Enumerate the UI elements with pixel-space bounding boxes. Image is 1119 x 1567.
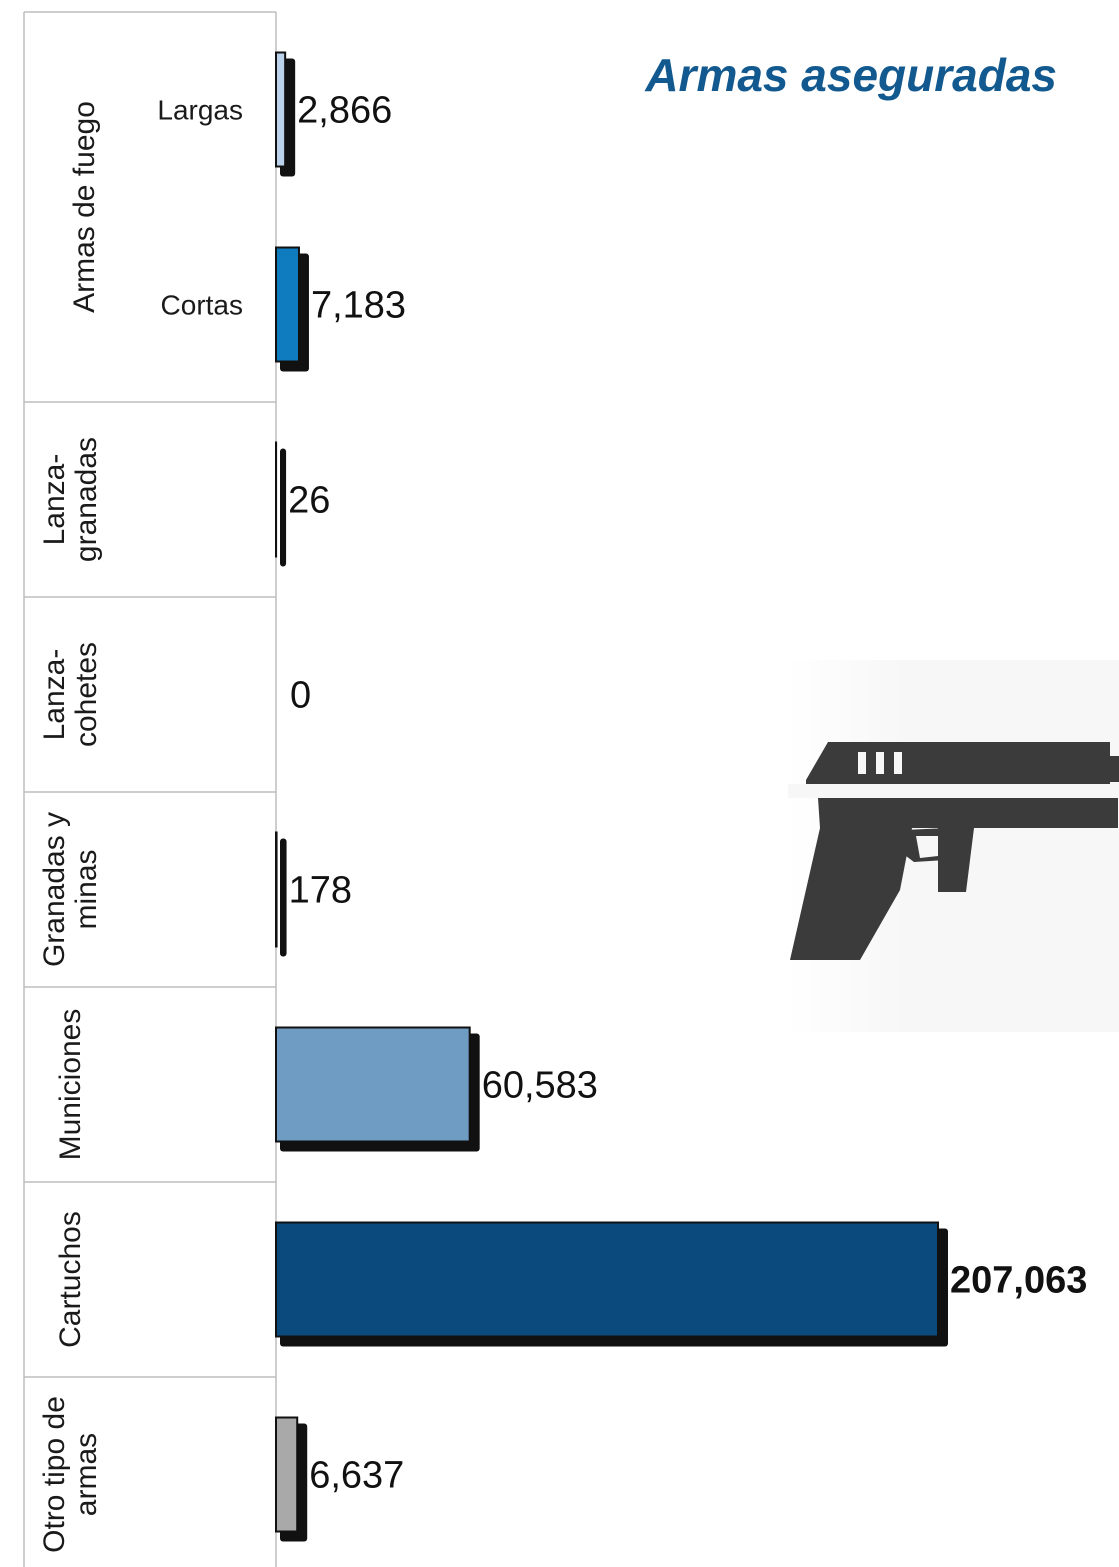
group-label: Lanza-cohetes xyxy=(38,642,103,747)
group-label: Otro tipo dearmas xyxy=(38,1396,103,1553)
bar xyxy=(275,1026,471,1143)
data-label: 6,637 xyxy=(309,1455,404,1497)
data-label: 207,063 xyxy=(950,1260,1087,1302)
data-label: 7,183 xyxy=(311,285,406,327)
sub-category-label: Largas xyxy=(157,95,243,126)
group-label: Granadas yminas xyxy=(38,812,103,967)
bar xyxy=(275,831,278,948)
bar xyxy=(275,1416,299,1533)
data-label: 0 xyxy=(290,675,311,717)
data-label: 26 xyxy=(288,480,330,522)
data-label: 178 xyxy=(289,870,352,912)
group-label: Armas de fuego xyxy=(68,101,101,313)
data-label: 60,583 xyxy=(482,1065,598,1107)
bar xyxy=(275,1221,939,1338)
pistol-icon xyxy=(788,660,1119,1032)
data-label: 2,866 xyxy=(297,90,392,132)
group-label: Cartuchos xyxy=(54,1211,87,1348)
bar xyxy=(275,51,287,168)
group-label: Lanza-granadas xyxy=(38,437,103,562)
sub-category-label: Cortas xyxy=(161,290,243,321)
bar-shadow xyxy=(280,448,287,567)
bar xyxy=(275,246,300,363)
chart-title: Armas aseguradas xyxy=(645,49,1057,101)
group-label: Municiones xyxy=(54,1009,87,1161)
bar-shadow xyxy=(280,838,287,957)
